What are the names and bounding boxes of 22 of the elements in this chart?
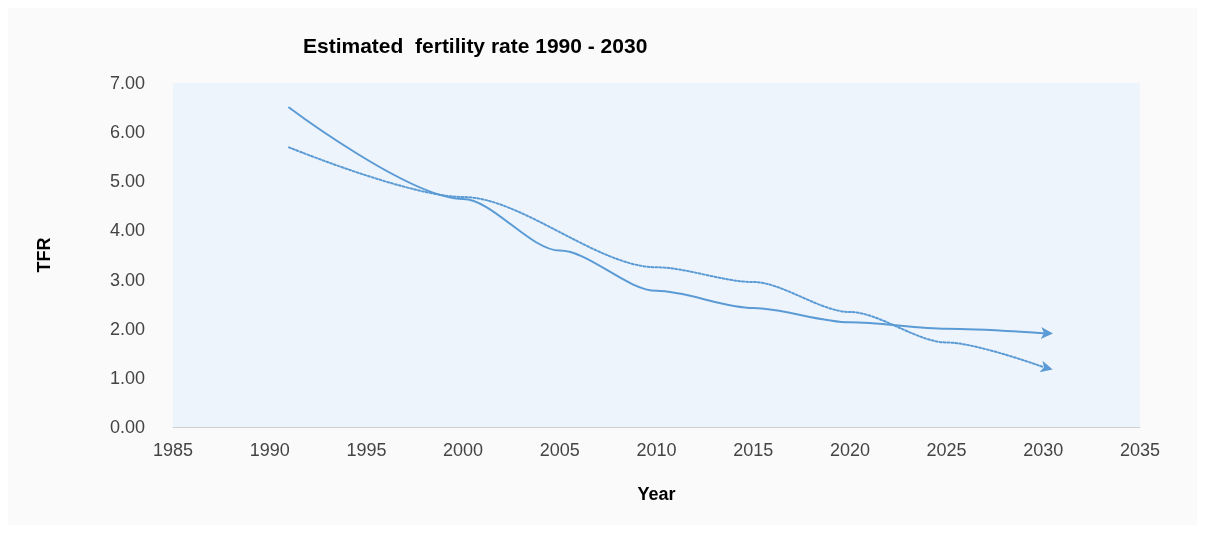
x-tick-label: 2020	[829, 440, 870, 460]
y-tick-label: 5.00	[109, 171, 145, 192]
x-axis-title: Year	[637, 484, 676, 504]
x-tick-label: 2000	[443, 440, 484, 460]
x-tick-label: 2005	[539, 440, 580, 460]
x-tick-label: 2030	[1023, 440, 1064, 460]
x-tick-label: 1990	[249, 440, 290, 460]
y-tick-label: 2.00	[109, 318, 145, 339]
y-axis-title: TFR	[34, 237, 54, 273]
x-tick-label: 1995	[346, 440, 387, 460]
y-tick-label: 7.00	[109, 73, 145, 93]
y-tick-label: 0.00	[109, 417, 145, 437]
x-tick-label: 2025	[926, 440, 967, 460]
x-tick-label: 2015	[733, 440, 774, 460]
chart-title: Estimated fertility rate 1990 - 2030	[303, 34, 648, 57]
y-tick-label: 6.00	[109, 122, 145, 143]
x-tick-label: 2010	[636, 440, 677, 460]
y-tick-label: 1.00	[109, 367, 145, 388]
x-tick-label: 2035	[1119, 440, 1161, 460]
y-tick-label: 4.00	[109, 220, 145, 241]
x-tick-label: 1985	[152, 440, 194, 460]
y-tick-label: 3.00	[109, 269, 145, 290]
